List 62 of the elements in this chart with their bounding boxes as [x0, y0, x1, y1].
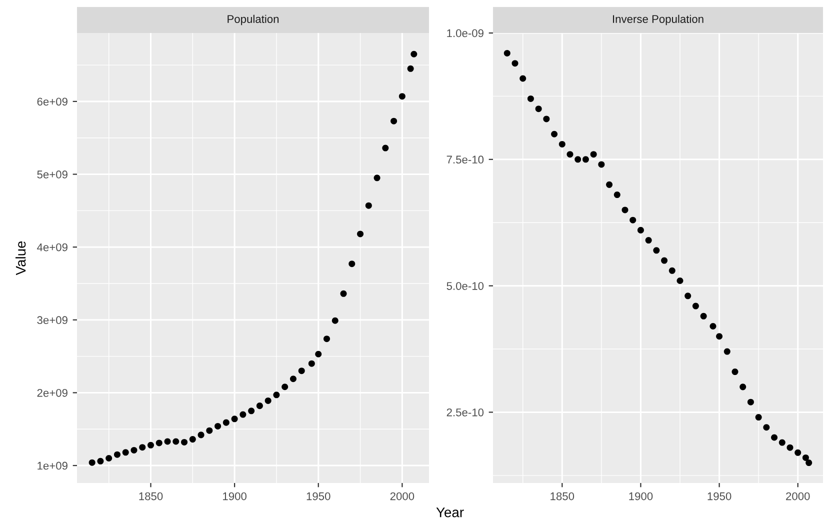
- y-tick-label: 1e+09: [38, 462, 68, 470]
- point: [398, 93, 406, 100]
- point: [156, 440, 162, 446]
- y-tick-label: 2.5e-10: [446, 408, 484, 416]
- point: [348, 260, 356, 268]
- point: [114, 451, 120, 458]
- point: [332, 317, 338, 324]
- point: [231, 416, 238, 422]
- y-axis-title: Value: [15, 241, 26, 276]
- point: [189, 436, 196, 443]
- x-tick-label: 2000: [390, 492, 414, 500]
- point: [308, 360, 315, 367]
- x-tick-label: 1950: [306, 492, 330, 500]
- point: [248, 408, 255, 414]
- point: [407, 65, 414, 72]
- x-tick-label: 1850: [139, 492, 163, 500]
- point: [214, 422, 222, 430]
- x-axis-title: Year: [436, 508, 464, 518]
- point: [181, 438, 188, 446]
- point: [172, 438, 180, 445]
- point: [122, 449, 129, 456]
- point: [97, 458, 104, 464]
- point: [264, 397, 272, 404]
- point: [290, 376, 296, 382]
- x-tick-label: 1900: [223, 492, 246, 500]
- point: [206, 427, 213, 434]
- point: [374, 174, 380, 182]
- x-tick-label: 1900: [629, 492, 653, 500]
- point: [357, 230, 364, 238]
- point: [382, 144, 389, 152]
- y-tick-label: 5e+09: [37, 170, 68, 178]
- point: [147, 442, 154, 448]
- x-tick-label: 2000: [786, 492, 810, 500]
- x-tick-label: 1950: [708, 492, 732, 500]
- point: [88, 459, 96, 466]
- y-tick-label: 6e+09: [37, 98, 68, 106]
- y-tick-label: 3e+09: [37, 316, 68, 324]
- chart-title: Inverse Population: [613, 14, 704, 26]
- chart-title: Population: [228, 14, 279, 26]
- point: [410, 50, 418, 58]
- point: [340, 290, 347, 297]
- point: [282, 384, 288, 390]
- x-tick-label: 1850: [550, 492, 574, 500]
- point: [298, 368, 305, 374]
- point: [106, 454, 112, 462]
- point: [164, 438, 171, 445]
- point: [256, 402, 263, 410]
- point: [130, 446, 138, 454]
- point: [222, 419, 230, 426]
- y-tick-label: 2e+09: [37, 388, 68, 397]
- y-tick-label: 4e+09: [37, 243, 68, 252]
- point: [315, 350, 322, 358]
- point: [198, 432, 204, 438]
- point: [240, 411, 246, 418]
- point: [390, 118, 398, 124]
- point: [365, 202, 372, 209]
- y-tick-label: 5.0e-10: [446, 282, 484, 290]
- point: [273, 392, 280, 398]
- point: [323, 336, 330, 342]
- y-tick-label: 7.5e-10: [446, 156, 484, 164]
- point: [139, 444, 146, 451]
- y-tick-label: 1.0e-09: [447, 29, 484, 38]
